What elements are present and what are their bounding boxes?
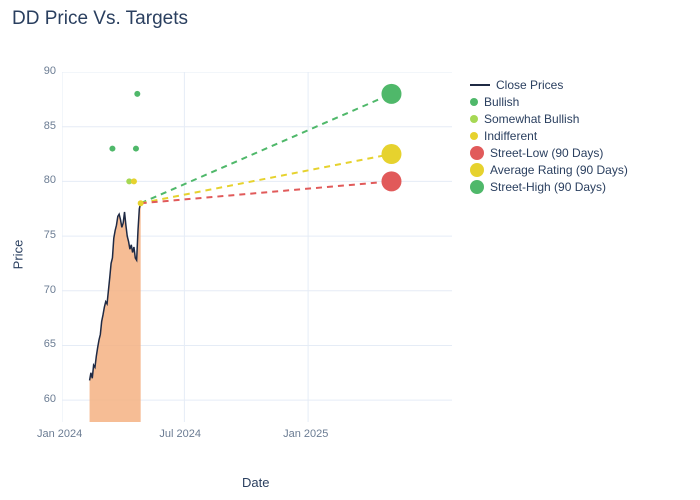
y-tick-label: 65 <box>44 338 56 350</box>
x-tick-label: Jul 2024 <box>159 428 201 440</box>
legend-dot-icon <box>470 146 484 160</box>
legend-dot-icon <box>470 115 478 123</box>
x-tick-label: Jan 2025 <box>283 428 328 440</box>
legend-street-low: Street-Low (90 Days) <box>470 146 628 160</box>
legend-dot-icon <box>470 163 484 177</box>
legend-dot-icon <box>470 132 478 140</box>
y-tick-label: 90 <box>44 65 56 77</box>
y-tick-label: 70 <box>44 284 56 296</box>
plot-area <box>62 72 452 422</box>
y-tick-label: 85 <box>44 120 56 132</box>
legend-dot-icon <box>470 98 478 106</box>
legend-indifferent: Indifferent <box>470 129 628 143</box>
legend-label: Street-Low (90 Days) <box>490 146 603 160</box>
legend-label: Street-High (90 Days) <box>490 180 606 194</box>
legend-label: Close Prices <box>496 78 563 92</box>
legend-dot-icon <box>470 180 484 194</box>
y-tick-label: 80 <box>44 174 56 186</box>
legend-average: Average Rating (90 Days) <box>470 163 628 177</box>
legend-label: Bullish <box>484 95 519 109</box>
chart-title: DD Price Vs. Targets <box>12 8 188 30</box>
x-axis-label: Date <box>242 475 269 490</box>
legend: Close Prices Bullish Somewhat Bullish In… <box>470 78 628 197</box>
y-tick-label: 60 <box>44 393 56 405</box>
legend-line-icon <box>470 84 490 86</box>
legend-close-prices: Close Prices <box>470 78 628 92</box>
x-tick-label: Jan 2024 <box>37 428 82 440</box>
legend-somewhat-bullish: Somewhat Bullish <box>470 112 628 126</box>
legend-bullish: Bullish <box>470 95 628 109</box>
legend-label: Somewhat Bullish <box>484 112 579 126</box>
y-axis-label: Price <box>11 240 26 270</box>
legend-label: Average Rating (90 Days) <box>490 163 628 177</box>
legend-label: Indifferent <box>484 129 537 143</box>
chart-container: DD Price Vs. Targets Price Date 60 65 70 75… <box>0 0 700 500</box>
y-tick-label: 75 <box>44 229 56 241</box>
legend-street-high: Street-High (90 Days) <box>470 180 628 194</box>
